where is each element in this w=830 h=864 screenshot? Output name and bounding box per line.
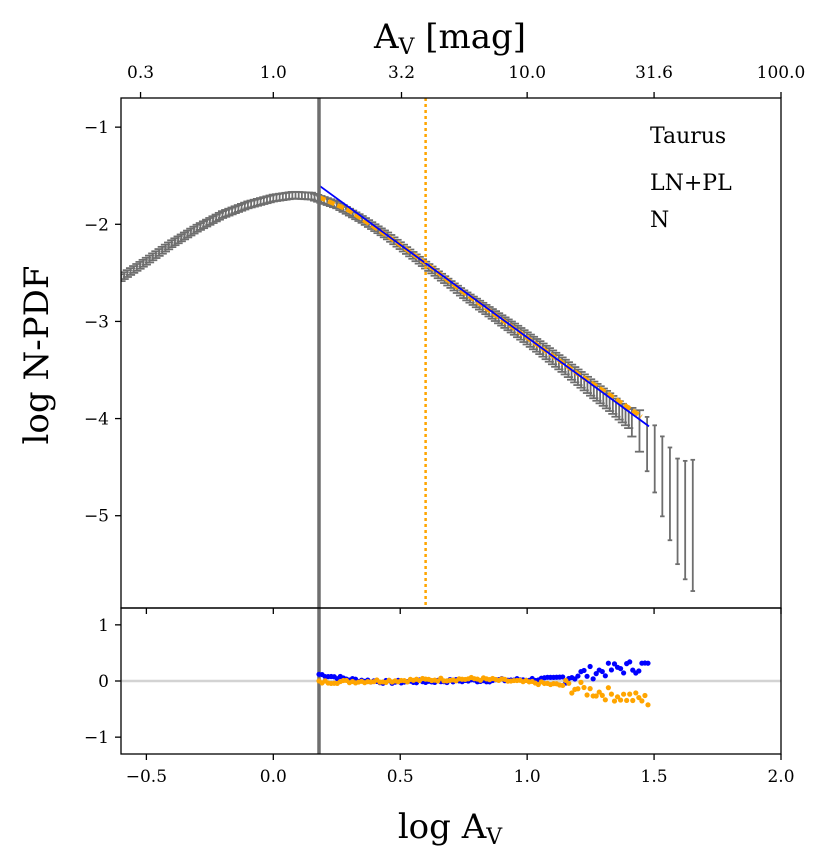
main-panel xyxy=(121,98,696,608)
residual-point xyxy=(593,693,599,699)
residual-point xyxy=(621,691,627,697)
top-tick-label: 1.0 xyxy=(260,63,287,83)
residual-point xyxy=(584,692,590,698)
residual-point xyxy=(587,686,593,692)
x-tick-label: −0.5 xyxy=(126,767,167,787)
x-tick-label: 1.0 xyxy=(514,767,541,787)
x-tick-label: 1.5 xyxy=(641,767,668,787)
residual-point xyxy=(590,676,596,682)
residual-point xyxy=(608,691,615,697)
residual-point xyxy=(575,673,581,679)
residual-point xyxy=(621,670,627,676)
resid-y-tick-label: 0 xyxy=(98,672,109,692)
residual-point xyxy=(617,697,624,703)
residual-point xyxy=(602,673,608,679)
top-tick-label: 10.0 xyxy=(508,63,546,83)
y-tick-label: −5 xyxy=(84,507,109,527)
lnpl-model-curve xyxy=(318,195,643,419)
top-tick-label: 31.6 xyxy=(635,63,673,83)
residual-point xyxy=(575,686,581,692)
residual-point xyxy=(581,684,587,691)
x-axis-title: log AV xyxy=(398,807,503,850)
residual-point xyxy=(633,690,639,696)
x-tick-label: 2.0 xyxy=(767,767,794,787)
axes-layer: −0.5 0.0 0.5 1.0 1.5 2.0 0.3 1.0 3.2 10.0 31.6 100.… xyxy=(84,63,805,787)
top-axis-title-suffix: [mag] xyxy=(414,17,526,57)
y-tick-label: −4 xyxy=(84,410,109,430)
residual-point xyxy=(587,663,593,670)
legend-entry-type: N xyxy=(650,208,669,233)
power-law-fit-line xyxy=(318,184,650,428)
residual-point xyxy=(636,668,642,674)
residual-point xyxy=(627,659,633,665)
resid-y-tick-label: −1 xyxy=(84,728,109,748)
residual-point xyxy=(560,674,566,680)
residual-point xyxy=(636,694,642,701)
residual-point xyxy=(608,667,615,673)
y-tick-label: −3 xyxy=(84,312,109,332)
residual-point xyxy=(630,697,636,704)
residual-point xyxy=(584,673,590,679)
residual-point xyxy=(569,690,575,696)
residual-point xyxy=(645,702,651,708)
x-tick-label: 0.0 xyxy=(260,767,287,787)
residual-point xyxy=(627,691,633,697)
top-tick-label: 3.2 xyxy=(388,63,415,83)
y-axis-title: log N-PDF xyxy=(17,266,57,445)
residual-point xyxy=(617,665,624,672)
residual-panel xyxy=(121,608,781,754)
residual-point xyxy=(605,660,611,666)
residual-points-orange xyxy=(316,674,651,708)
residual-point xyxy=(611,698,618,704)
top-tick-label: 100.0 xyxy=(757,63,806,83)
residual-point xyxy=(611,661,618,667)
residual-point xyxy=(605,685,611,691)
residual-point xyxy=(596,689,602,695)
residual-point xyxy=(578,679,584,685)
x-axis-title-sub: V xyxy=(485,825,503,850)
top-axis-title: AV [mag] xyxy=(373,17,526,60)
residual-point xyxy=(593,671,599,677)
residual-point xyxy=(602,697,608,703)
legend-entry-region: Taurus xyxy=(650,124,726,149)
residual-point xyxy=(599,668,605,675)
residual-point xyxy=(581,667,587,674)
top-axis-title-sub: V xyxy=(398,35,416,60)
y-tick-label: −2 xyxy=(84,215,109,235)
residual-point xyxy=(639,698,645,704)
y-tick-label: −1 xyxy=(84,118,109,138)
residual-point xyxy=(624,697,630,704)
top-tick-label: 0.3 xyxy=(127,63,154,83)
residual-point xyxy=(645,660,651,666)
residual-point xyxy=(614,694,621,700)
x-tick-label: 0.5 xyxy=(387,767,414,787)
residual-point xyxy=(560,682,566,689)
top-axis-title-main: A xyxy=(373,17,399,57)
resid-y-tick-label: 1 xyxy=(98,616,109,636)
legend-entry-model: LN+PL xyxy=(650,171,732,196)
residual-point xyxy=(599,692,605,699)
x-axis-title-main: log A xyxy=(398,807,487,847)
residual-point xyxy=(566,680,572,686)
residual-point xyxy=(642,692,648,699)
